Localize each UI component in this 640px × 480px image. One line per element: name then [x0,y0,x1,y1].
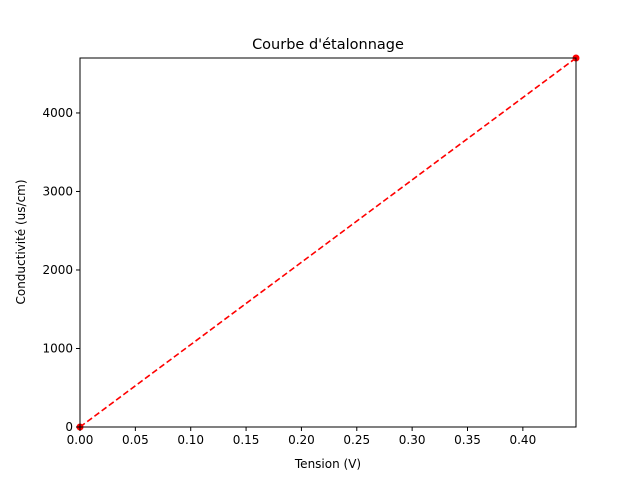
x-tick-label: 0.10 [177,433,204,447]
y-tick-label: 3000 [42,184,73,198]
chart-title: Courbe d'étalonnage [252,37,404,53]
plot-area [76,54,580,431]
x-tick-label: 0.05 [122,433,149,447]
y-axis: 0 1000 2000 3000 4000 [42,106,80,434]
x-axis: 0.00 0.05 0.10 0.15 0.20 0.25 0.30 0.35 0.40 [67,427,536,447]
plot-frame [79,57,577,428]
x-tick-label: 0.00 [67,433,94,447]
y-axis-label: Conductivité (us/cm) [14,179,28,304]
x-tick-label: 0.35 [454,433,481,447]
x-axis-label: Tension (V) [294,457,361,471]
y-tick-label: 1000 [42,341,73,355]
y-tick-label: 2000 [42,263,73,277]
y-tick-label: 0 [65,420,73,434]
x-tick-label: 0.30 [399,433,426,447]
x-tick-label: 0.15 [233,433,260,447]
x-tick-label: 0.40 [509,433,536,447]
x-tick-label: 0.20 [288,433,315,447]
x-tick-label: 0.25 [343,433,370,447]
series-line [79,57,577,428]
y-tick-label: 4000 [42,106,73,120]
